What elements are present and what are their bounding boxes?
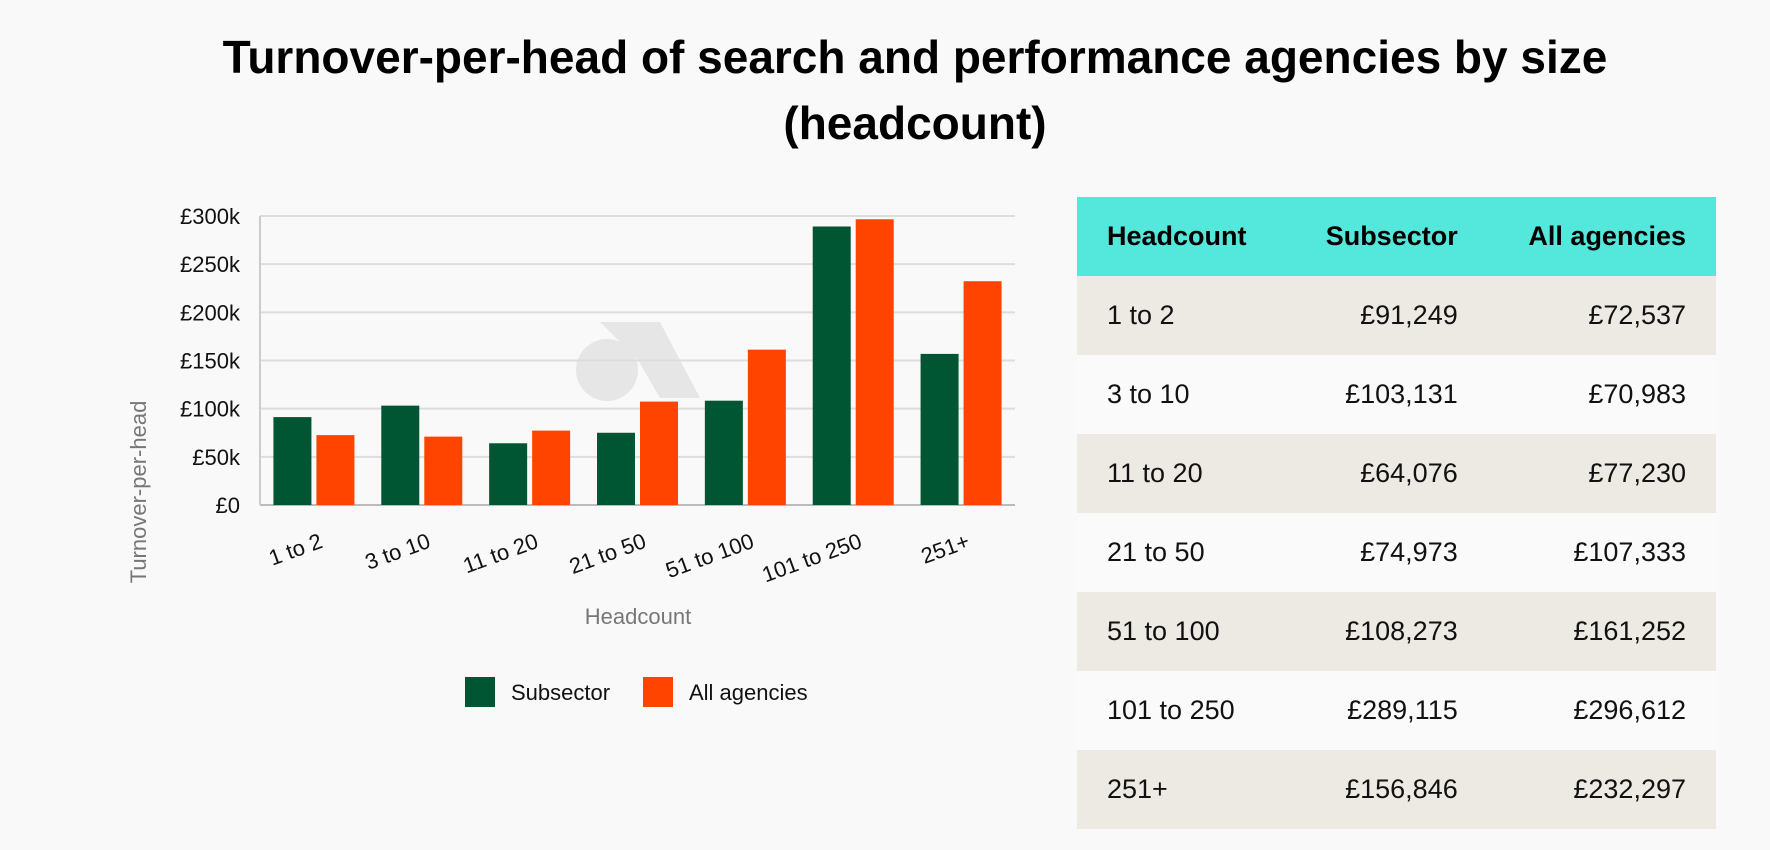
x-tick-label: 251+	[918, 528, 973, 568]
table-row: 11 to 20 £64,076 £77,230	[1077, 434, 1716, 513]
cell-headcount: 3 to 10	[1077, 355, 1287, 434]
table-row: 21 to 50 £74,973 £107,333	[1077, 513, 1716, 592]
column-header-all-agencies: All agencies	[1487, 197, 1716, 276]
cell-all-agencies: £70,983	[1487, 355, 1716, 434]
cell-subsector: £156,846	[1286, 750, 1488, 829]
y-tick-label: £0	[216, 493, 240, 518]
bar-all-agencies	[424, 436, 463, 505]
chart-title: Turnover-per-head of search and performa…	[222, 31, 1608, 149]
x-tick-label: 11 to 20	[460, 528, 542, 578]
x-tick-label: 21 to 50	[566, 528, 649, 579]
bar-subsector	[489, 443, 528, 505]
cell-all-agencies: £107,333	[1487, 513, 1716, 592]
table-row: 251+ £156,846 £232,297	[1077, 750, 1716, 829]
cell-subsector: £103,131	[1286, 355, 1488, 434]
cell-subsector: £91,249	[1286, 276, 1488, 355]
legend-swatch	[643, 677, 673, 707]
x-tick-label: 3 to 10	[362, 528, 434, 575]
cell-headcount: 1 to 2	[1077, 276, 1287, 355]
cell-headcount: 101 to 250	[1077, 671, 1287, 750]
table-row: 1 to 2 £91,249 £72,537	[1077, 276, 1716, 355]
x-axis-label: Headcount	[585, 604, 691, 629]
y-tick-label: £150k	[180, 349, 241, 374]
y-tick-label: £200k	[180, 300, 241, 325]
table-row: 3 to 10 £103,131 £70,983	[1077, 355, 1716, 434]
cell-headcount: 21 to 50	[1077, 513, 1287, 592]
cell-headcount: 51 to 100	[1077, 592, 1287, 671]
bar-all-agencies	[747, 349, 786, 505]
cell-headcount: 251+	[1077, 750, 1287, 829]
bar-subsector	[381, 405, 420, 505]
cell-subsector: £289,115	[1286, 671, 1488, 750]
bar-all-agencies	[532, 430, 571, 505]
column-header-headcount: Headcount	[1077, 197, 1287, 276]
legend-label: Subsector	[511, 680, 610, 705]
cell-all-agencies: £232,297	[1487, 750, 1716, 829]
table-row: 101 to 250 £289,115 £296,612	[1077, 671, 1716, 750]
legend-label: All agencies	[689, 680, 808, 705]
y-tick-label: £300k	[180, 204, 241, 229]
cell-subsector: £64,076	[1286, 434, 1488, 513]
cell-subsector: £74,973	[1286, 513, 1488, 592]
cell-all-agencies: £77,230	[1487, 434, 1716, 513]
table-row: 51 to 100 £108,273 £161,252	[1077, 592, 1716, 671]
bar-subsector	[273, 417, 312, 505]
legend-swatch	[465, 677, 495, 707]
y-tick-label: £50k	[192, 445, 241, 470]
y-axis-label: Turnover-per-head	[126, 401, 151, 584]
cell-all-agencies: £161,252	[1487, 592, 1716, 671]
y-tick-label: £250k	[180, 252, 241, 277]
bar-subsector	[597, 432, 635, 505]
legend: Subsector All agencies	[465, 677, 808, 707]
x-tick-label: 51 to 100	[662, 528, 757, 583]
y-tick-label: £100k	[180, 397, 241, 422]
x-tick-label: 101 to 250	[759, 528, 865, 587]
data-table: Headcount Subsector All agencies 1 to 2 …	[1077, 197, 1716, 829]
bar-subsector	[704, 400, 743, 505]
bar-subsector	[812, 226, 851, 505]
cell-all-agencies: £296,612	[1487, 671, 1716, 750]
bar-chart: £0 £50k £100k £150k £200k £250k £300k 1 to 2 3 …	[126, 204, 1015, 707]
bar-all-agencies	[316, 435, 355, 505]
bar-all-agencies	[640, 401, 678, 505]
cell-headcount: 11 to 20	[1077, 434, 1287, 513]
bar-all-agencies	[855, 219, 894, 505]
bar-all-agencies	[963, 281, 1002, 505]
column-header-subsector: Subsector	[1286, 197, 1488, 276]
cell-all-agencies: £72,537	[1487, 276, 1716, 355]
table-header-row: Headcount Subsector All agencies	[1077, 197, 1716, 276]
x-tick-label: 1 to 2	[265, 528, 325, 570]
bar-subsector	[920, 353, 959, 505]
cell-subsector: £108,273	[1286, 592, 1488, 671]
